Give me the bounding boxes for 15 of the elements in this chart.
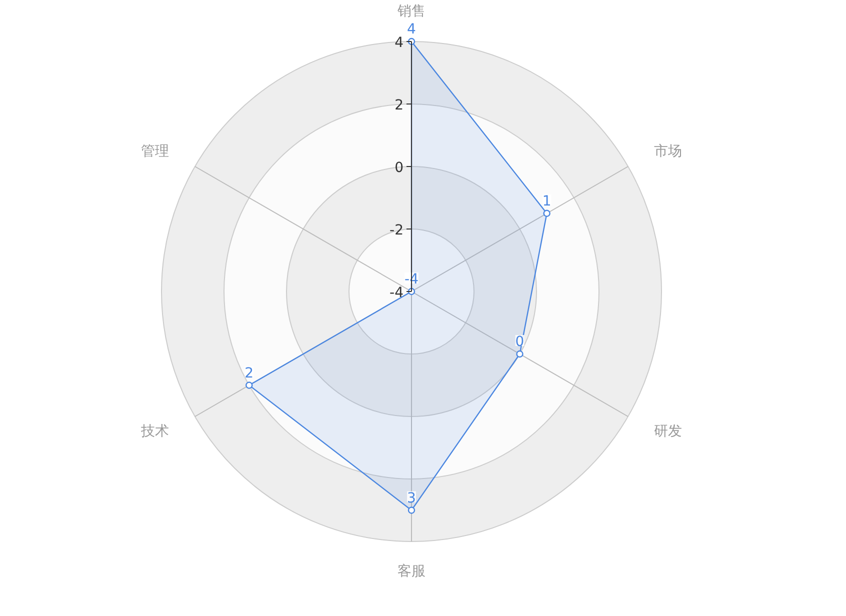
data-label: 3 (407, 490, 416, 506)
spoke-label: 技术 (140, 424, 170, 440)
spoke-label: 市场 (654, 144, 682, 160)
y-tick-label: 2 (394, 98, 404, 114)
data-label: 1 (542, 193, 552, 210)
y-tick-label: 4 (394, 35, 404, 51)
spoke-label: 管理 (141, 144, 170, 160)
data-label: 4 (407, 22, 416, 38)
spoke-label: 研发 (654, 424, 682, 440)
y-tick-label: 0 (394, 160, 404, 176)
spoke-label: 客服 (398, 564, 426, 580)
data-label: 0 (515, 334, 524, 350)
spoke-label: 销售 (396, 4, 426, 20)
data-label: 2 (244, 365, 254, 382)
y-tick-label: -2 (390, 222, 404, 238)
